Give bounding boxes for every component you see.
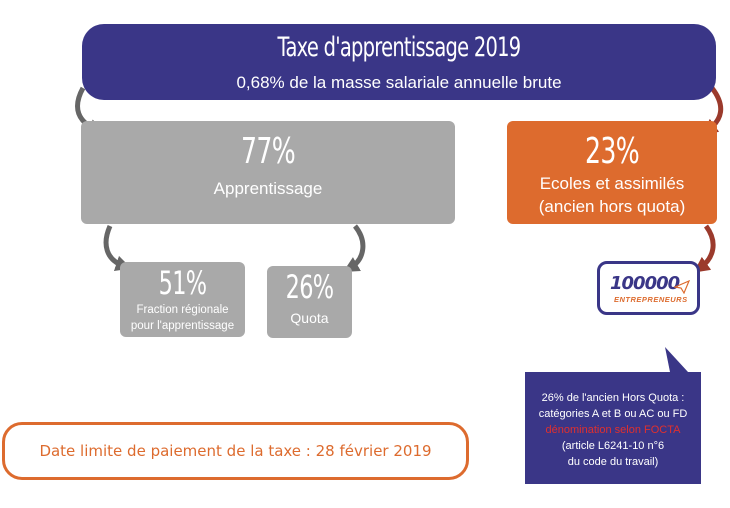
apprentissage-percent: 77% <box>241 131 296 172</box>
quota-box: 26% Quota <box>267 266 352 338</box>
fraction-regionale-box: 51% Fraction régionale pour l'apprentiss… <box>120 262 245 337</box>
quota-label: Quota <box>290 310 329 326</box>
arrow-apprentissage-to-quota <box>343 224 366 272</box>
arrow-ecoles-to-logo <box>693 224 716 273</box>
ecoles-label-line1: Ecoles et assimilés <box>539 174 685 193</box>
apprentissage-label: Apprentissage <box>213 179 323 198</box>
ecoles-percent: 23% <box>585 131 640 172</box>
ecoles-label: Ecoles et assimilés (ancien hors quota) <box>507 172 717 218</box>
page-subtitle: 0,68% de la masse salariale annuelle bru… <box>236 73 562 92</box>
quota-percent: 26% <box>285 268 334 306</box>
paper-plane-icon <box>674 280 690 294</box>
ecoles-label-line2: (ancien hors quota) <box>538 197 686 216</box>
hors-quota-note: 26% de l'ancien Hors Quota : catégories … <box>525 372 701 484</box>
header-banner: Taxe d'apprentissage 2019 0,68% de la ma… <box>82 24 716 100</box>
note-line3: dénomination selon FOCTA <box>545 424 681 436</box>
apprentissage-box: 77% Apprentissage <box>81 121 455 224</box>
fraction-regionale-line1: Fraction régionale <box>136 304 229 316</box>
note-line2: catégories A et B ou AC ou FD <box>538 408 688 420</box>
page-title: Taxe d'apprentissage 2019 <box>277 32 522 63</box>
ecoles-box: 23% Ecoles et assimilés (ancien hors quo… <box>507 121 717 224</box>
note-line1: 26% de l'ancien Hors Quota : <box>541 392 685 404</box>
note-line5: du code du travail) <box>567 456 659 468</box>
logo-number: 100000 <box>610 273 680 294</box>
fraction-regionale-line2: pour l'apprentissage <box>130 320 235 332</box>
logo-100000-entrepreneurs: 100000 ENTREPRENEURS <box>597 261 700 315</box>
logo-text: ENTREPRENEURS <box>614 295 688 304</box>
deadline-text: Date limite de paiement de la taxe : 28 … <box>39 442 432 460</box>
arrow-apprentissage-to-fraction <box>103 224 132 272</box>
note-line4: (article L6241-10 n°6 <box>561 440 665 452</box>
fraction-regionale-percent: 51% <box>158 264 207 302</box>
fraction-regionale-label: Fraction régionale pour l'apprentissage <box>120 302 245 334</box>
note-tail <box>665 347 688 372</box>
deadline-box: Date limite de paiement de la taxe : 28 … <box>2 422 469 480</box>
